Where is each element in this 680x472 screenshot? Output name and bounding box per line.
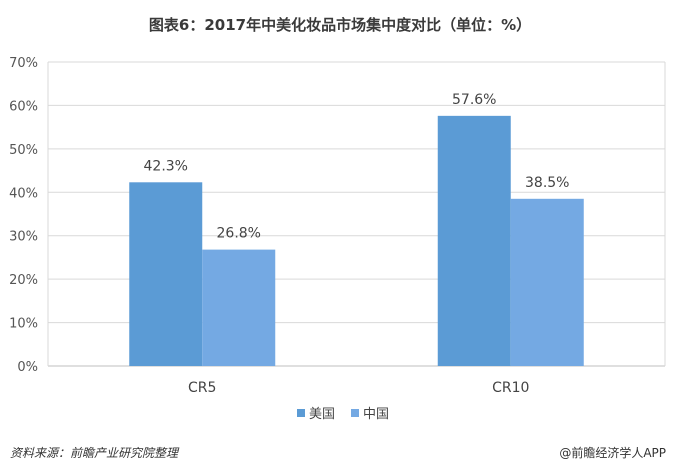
data-label: 57.6% (452, 92, 496, 108)
legend-label: 美国 (309, 407, 335, 422)
y-tick-label: 30% (9, 230, 38, 245)
legend-label: 中国 (363, 407, 389, 422)
bars: 42.3% 26.8% 57.6% 38.5% (129, 92, 584, 366)
y-axis-ticks: 0% 10% 20% 30% 40% 50% 60% 70% (9, 56, 38, 375)
y-tick-label: 10% (9, 317, 38, 332)
x-category-label: CR5 (188, 380, 216, 396)
data-label: 26.8% (217, 226, 261, 242)
y-tick-label: 40% (9, 186, 38, 201)
data-label: 42.3% (144, 158, 188, 174)
y-tick-label: 20% (9, 273, 38, 288)
source-note: 资料来源：前瞻产业研究院整理 (10, 446, 179, 460)
bar-cr10-series-1 (510, 198, 584, 366)
chart-title: 图表6：2017年中美化妆品市场集中度对比（单位：%） (148, 16, 532, 34)
y-tick-label: 50% (9, 143, 38, 158)
legend: 美国 中国 (297, 407, 389, 422)
x-category-label: CR10 (492, 380, 529, 396)
y-tick-label: 60% (9, 99, 38, 114)
x-axis-categories: CR5 CR10 (188, 380, 529, 396)
y-tick-label: 70% (9, 56, 38, 71)
bar-cr5-series-1 (202, 249, 276, 366)
bar-cr5-series-0 (129, 182, 203, 366)
y-tick-label: 0% (17, 360, 38, 375)
bar-cr10-series-0 (437, 115, 511, 366)
data-label: 38.5% (525, 175, 569, 191)
legend-swatch (297, 409, 305, 417)
legend-swatch (351, 409, 359, 417)
brand-label: @前瞻经济学人APP (559, 446, 666, 460)
